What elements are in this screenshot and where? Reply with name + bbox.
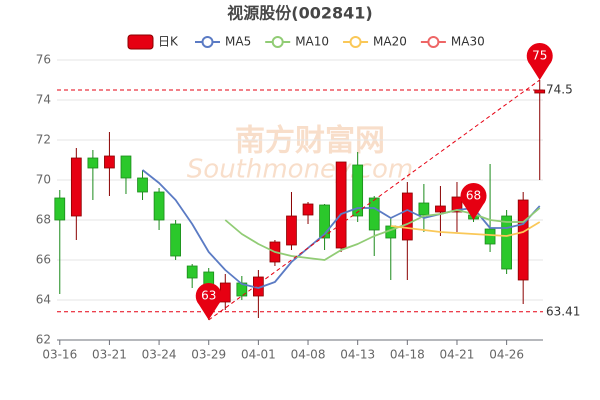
legend-symbol: [349, 36, 362, 48]
trend-line: [208, 79, 541, 321]
x-tick-label: 03-24: [142, 348, 177, 362]
candle-body: [319, 204, 330, 239]
mark-point-label: 63: [201, 289, 216, 303]
legend-label: MA10: [295, 35, 329, 49]
mark-point: [460, 182, 487, 220]
ma-line: [390, 221, 541, 237]
legend-label: MA20: [373, 35, 407, 49]
y-tick-label: 76: [36, 53, 51, 67]
legend-symbol: [201, 36, 214, 48]
legend-label: MA5: [225, 35, 251, 49]
x-tick-label: 03-21: [92, 348, 127, 362]
x-tick-label: 04-13: [340, 348, 375, 362]
candle-body: [435, 205, 446, 213]
candle-body: [104, 155, 115, 169]
y-tick-label: 62: [36, 333, 51, 347]
candle-body: [335, 161, 347, 249]
candle-body: [368, 197, 380, 231]
legend-label: MA30: [451, 35, 485, 49]
mark-point-label: 75: [532, 49, 547, 63]
candle-body: [517, 199, 529, 281]
legend-label: 日K: [158, 35, 179, 49]
candle-body: [120, 155, 132, 179]
mark-line-label: 74.5: [546, 83, 573, 97]
y-tick-label: 64: [36, 293, 51, 307]
x-tick-label: 03-16: [42, 348, 77, 362]
candle-body: [54, 197, 66, 221]
candle-body: [401, 192, 413, 241]
candle-body: [170, 223, 181, 257]
x-tick-label: 04-26: [489, 348, 524, 362]
mark-point: [526, 42, 553, 80]
candle-body: [186, 265, 198, 279]
legend-symbol: [427, 36, 440, 48]
y-tick-label: 70: [36, 173, 51, 187]
candle-body: [352, 164, 364, 217]
candle-body: [219, 282, 231, 303]
mark-line-label: 63.41: [546, 304, 580, 318]
legend-symbol: [271, 36, 284, 48]
candle-body: [137, 177, 148, 193]
candle-body: [153, 191, 165, 221]
y-tick-label: 68: [36, 213, 51, 227]
chart-title: 视源股份(002841): [227, 4, 372, 23]
legend-symbol: [127, 34, 154, 50]
ma-line: [224, 207, 541, 261]
mark-point-label: 68: [466, 189, 481, 203]
candle-body: [302, 203, 314, 216]
x-tick-label: 03-29: [191, 348, 226, 362]
y-tick-label: 74: [36, 93, 51, 107]
x-tick-label: 04-08: [291, 348, 326, 362]
y-tick-label: 72: [36, 133, 51, 147]
candle-body: [70, 157, 82, 217]
candle-body: [501, 215, 512, 270]
x-tick-label: 04-21: [440, 348, 475, 362]
candle-body: [534, 89, 546, 94]
mark-point: [195, 282, 222, 320]
candle-body: [418, 202, 430, 216]
y-tick-label: 66: [36, 253, 51, 267]
candle-body: [451, 196, 463, 213]
watermark: 南方财富网: [235, 124, 385, 159]
x-tick-label: 04-18: [390, 348, 425, 362]
candle-body: [484, 228, 496, 245]
candle-body: [286, 215, 297, 246]
candle-body: [87, 157, 99, 169]
x-tick-label: 04-01: [241, 348, 276, 362]
